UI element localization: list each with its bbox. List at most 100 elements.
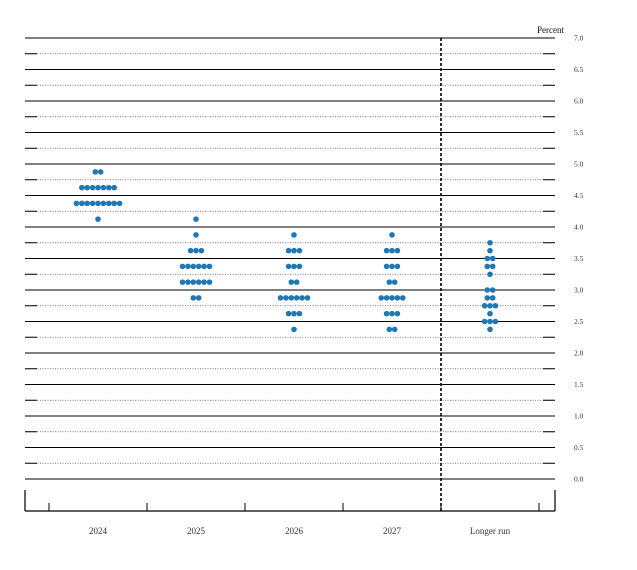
dot-point [190, 279, 197, 285]
gridlines [25, 37, 555, 480]
x-category-label: 2026 [285, 526, 304, 536]
y-tick-label: 5.5 [574, 128, 584, 137]
dot-point [95, 184, 101, 191]
dot-point [111, 184, 117, 191]
y-axis-unit-label: Percent [537, 25, 564, 35]
dot-point [489, 255, 496, 262]
dot-point [89, 184, 96, 191]
dot-point [206, 279, 213, 285]
x-category-label: 2025 [187, 526, 206, 536]
dot-point [89, 200, 96, 207]
dot-point [487, 247, 493, 254]
dot-point [484, 295, 491, 301]
dot-point [285, 247, 292, 254]
y-tick-label: 4.0 [574, 223, 584, 232]
dot-point [193, 232, 199, 238]
dot-point [487, 302, 493, 309]
dot-point [190, 263, 197, 270]
dot-point [487, 239, 493, 246]
dot-point [391, 326, 398, 333]
dot-point [481, 318, 488, 325]
dot-point [100, 200, 107, 207]
dot-point [487, 271, 493, 278]
dots-layer [73, 169, 499, 333]
dot-point [179, 279, 186, 285]
dot-point [293, 279, 300, 285]
dot-point [291, 310, 297, 317]
x-category-label: 2024 [89, 526, 108, 536]
dot-point [195, 279, 202, 285]
dot-point [296, 310, 303, 317]
dot-point [383, 310, 390, 317]
dot-point [288, 279, 295, 285]
dot-point [185, 279, 191, 285]
dot-point [79, 184, 85, 191]
dot-point [484, 263, 491, 270]
y-tick-label: 0.0 [574, 475, 584, 484]
dot-point [383, 295, 390, 301]
x-category-label: Longer run [470, 526, 511, 536]
dot-point [487, 318, 493, 325]
y-tick-label: 4.5 [574, 191, 584, 200]
dot-point [185, 263, 191, 270]
dot-point [193, 216, 199, 222]
dot-point [285, 263, 292, 270]
dot-point [481, 302, 488, 309]
y-tick-label: 0.5 [574, 443, 584, 452]
dot-point [296, 247, 303, 254]
dot-point [487, 326, 493, 333]
dot-point [389, 232, 395, 238]
dot-point [79, 200, 85, 207]
dot-point [389, 247, 395, 254]
dot-point [195, 295, 202, 301]
dot-point [111, 200, 117, 207]
dot-point [383, 247, 390, 254]
dot-point [291, 326, 297, 333]
dot-point [386, 326, 393, 333]
dot-point [389, 295, 395, 301]
dot-point [484, 287, 491, 293]
dot-point [299, 295, 305, 301]
y-tick-label: 7.0 [574, 34, 584, 43]
dot-point [288, 295, 295, 301]
x-axis [24, 490, 556, 512]
dot-point [386, 279, 393, 285]
dot-point [400, 295, 406, 301]
dot-point [296, 263, 303, 270]
y-axis-ticks: 0.0 0.5 1.0 1.5 2.0 2.5 3.0 3.5 4.0 4.5 5.0 5.5 6.0 6… [574, 34, 584, 484]
dot-point [489, 295, 496, 301]
dot-point [291, 263, 297, 270]
dot-point [277, 295, 284, 301]
dot-point [283, 295, 289, 301]
dot-point [73, 200, 80, 207]
dot-point [394, 263, 401, 270]
dot-point [489, 287, 496, 293]
dot-point [291, 247, 297, 254]
dot-point [84, 200, 90, 207]
dot-point [304, 295, 311, 301]
x-axis-category-labels: 2024 2025 2026 2027 Longer run [89, 526, 511, 536]
dot-point [198, 247, 205, 254]
dot-point [487, 310, 493, 317]
y-tick-label: 2.0 [574, 349, 584, 358]
dot-point [389, 310, 395, 317]
dot-point [106, 184, 112, 191]
dot-point [179, 263, 186, 270]
dot-point [492, 318, 499, 325]
dot-point [195, 263, 202, 270]
dot-point [389, 263, 395, 270]
dot-point [378, 295, 385, 301]
dot-point [201, 263, 207, 270]
dot-point [100, 184, 107, 191]
dot-point [492, 302, 499, 309]
dot-point [484, 255, 491, 262]
dot-point [489, 263, 496, 270]
dot-point [383, 263, 390, 270]
y-tick-label: 6.5 [574, 65, 584, 74]
dot-point [116, 200, 123, 207]
dot-point [95, 216, 101, 222]
dot-point [95, 200, 101, 207]
dot-point [394, 295, 401, 301]
dot-point [291, 232, 297, 238]
